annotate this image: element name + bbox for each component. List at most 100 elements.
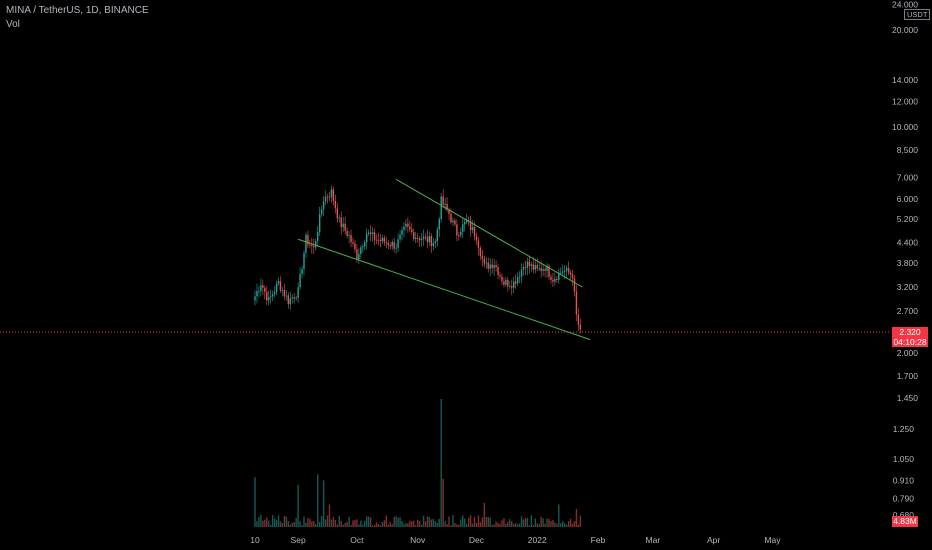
volume-bar <box>387 524 389 527</box>
trendline-layer[interactable] <box>297 178 591 341</box>
volume-bar <box>415 525 417 527</box>
candle-body <box>518 276 521 278</box>
candle-body <box>513 281 515 288</box>
candle-body <box>373 232 376 240</box>
time-axis[interactable]: 10 Sep Oct Nov Dec 2022 Feb Mar Apr May <box>250 535 781 545</box>
candle-body <box>277 281 280 284</box>
volume-bar <box>501 520 503 527</box>
candle-body <box>309 244 311 246</box>
candle-body <box>536 265 538 269</box>
time-tick-label: Feb <box>591 535 606 545</box>
candle-body <box>495 265 497 268</box>
candle-body <box>520 269 523 277</box>
time-tick-label: Sep <box>291 535 306 545</box>
candle-body <box>524 267 527 268</box>
volume-bar <box>275 519 278 527</box>
candle-body <box>391 241 393 247</box>
last-price-value: 2.320 <box>899 327 921 338</box>
volume-bar <box>322 480 325 527</box>
volume-bar <box>458 524 460 527</box>
volume-bar <box>334 519 337 527</box>
volume-bar <box>409 520 411 527</box>
candle-body <box>464 222 466 225</box>
volume-indicator-label[interactable]: Vol <box>6 19 20 30</box>
price-tick-label: 5.200 <box>897 214 919 224</box>
volume-bar <box>509 519 511 527</box>
time-tick-label: Dec <box>469 535 485 545</box>
candle-body <box>471 227 474 231</box>
volume-bar <box>297 484 299 527</box>
candle-body <box>311 244 313 247</box>
volume-bar <box>432 518 435 527</box>
volume-bar <box>281 523 284 527</box>
volume-bar <box>305 522 307 527</box>
candle-body <box>344 223 346 231</box>
candle-body <box>430 236 433 246</box>
volume-bar <box>430 519 433 527</box>
candle-body <box>477 240 480 248</box>
volume-bar <box>324 519 327 527</box>
volume-bar <box>518 523 521 527</box>
candle-body <box>462 224 464 232</box>
candle-body <box>558 272 560 280</box>
candle-body <box>299 273 301 288</box>
volume-bar <box>522 519 525 527</box>
candle-body <box>360 247 362 254</box>
candle-body <box>313 246 315 248</box>
time-tick-label: 10 <box>250 535 260 545</box>
candle-body <box>385 242 388 244</box>
time-tick-label: Apr <box>707 535 720 545</box>
candle-body <box>489 264 491 269</box>
volume-tick-label: 0.790 <box>893 493 915 503</box>
volume-bar <box>499 523 501 527</box>
volume-bar <box>273 518 276 527</box>
volume-bar <box>313 521 315 527</box>
candle-body <box>426 236 429 243</box>
candle-body <box>481 256 484 259</box>
volume-bar <box>565 524 568 527</box>
volume-bar <box>575 508 578 527</box>
price-tick-label: 6.000 <box>897 194 919 204</box>
candle-body <box>375 239 378 241</box>
volume-bar <box>317 474 319 527</box>
volume-bar <box>424 521 427 527</box>
volume-bar <box>530 515 533 527</box>
candle-body <box>279 281 282 291</box>
volume-bar <box>454 523 456 527</box>
candle-body <box>399 234 401 240</box>
candle-body <box>352 242 354 244</box>
volume-layer <box>254 399 582 527</box>
candle-body <box>266 291 268 301</box>
candle-body <box>487 262 489 269</box>
price-tick-label: 14.000 <box>892 75 918 85</box>
volume-bar <box>485 516 487 527</box>
volume-bar <box>348 516 350 527</box>
volume-bar <box>446 524 448 527</box>
volume-bar <box>418 520 421 527</box>
currency-badge[interactable]: USDT <box>904 9 931 20</box>
volume-bar <box>277 515 280 527</box>
candle-body <box>503 281 505 285</box>
symbol-title[interactable]: MINA / TetherUS, 1D, BINANCE <box>6 5 149 16</box>
volume-bar <box>532 524 535 527</box>
volume-bar <box>556 523 558 527</box>
volume-bar <box>462 515 464 527</box>
candle-body <box>501 276 503 282</box>
price-tick-label: 2.700 <box>897 306 919 316</box>
candle-body <box>571 274 574 279</box>
volume-bar <box>258 517 260 527</box>
candle-body <box>324 196 327 202</box>
volume-bar <box>254 477 256 527</box>
price-tick-label: 12.000 <box>892 97 918 107</box>
candle-body <box>264 287 266 292</box>
candle-body <box>507 279 509 287</box>
volume-bar <box>326 515 329 527</box>
candle-body <box>305 234 307 253</box>
countdown-timer: 04:10:28 <box>893 337 927 348</box>
volume-bar <box>548 518 550 527</box>
candle-body <box>473 227 476 237</box>
volume-bar <box>436 522 438 527</box>
price-axis[interactable]: 24.000 20.000 14.000 12.000 10.000 8.500 7.000… <box>892 0 918 520</box>
volume-bar <box>460 519 462 527</box>
